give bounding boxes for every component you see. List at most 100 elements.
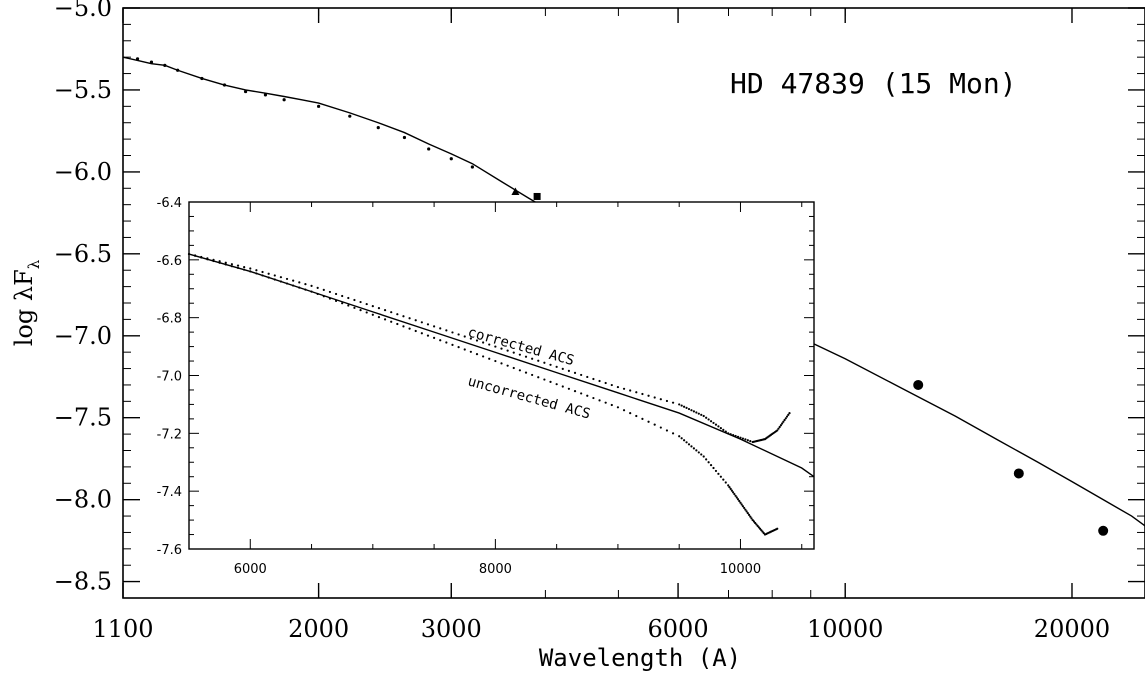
inset-corrected-acs-point	[420, 321, 423, 324]
inset-corrected-acs-point	[377, 307, 381, 310]
inset-uncorrected-acs-point	[736, 498, 740, 501]
inset-uncorrected-acs-point	[224, 263, 227, 266]
inset-corrected-acs-point	[236, 264, 240, 267]
main-uv-data-point	[149, 60, 154, 64]
inset-corrected-acs-point	[267, 272, 270, 275]
inset-corrected-acs-point	[224, 261, 227, 264]
inset-uncorrected-acs-point	[236, 266, 240, 270]
inset-uncorrected-acs-point	[743, 506, 746, 510]
inset-corrected-acs-point	[402, 315, 405, 318]
inset-x-tick-label: 8000	[479, 562, 512, 577]
inset-uncorrected-acs-point	[285, 282, 289, 285]
inset-uncorrected-acs-point	[732, 491, 735, 494]
inset-corrected-acs-point	[292, 279, 295, 282]
svg-text:log λFλ: log λFλ	[10, 259, 43, 346]
y-axis-label-main: log λF	[10, 269, 38, 346]
inset-uncorrected-acs-point	[728, 486, 731, 489]
inset-corrected-acs-point	[685, 406, 688, 409]
inset-uncorrected-acs-point	[218, 261, 221, 264]
inset-corrected-acs-point	[717, 425, 720, 428]
inset-uncorrected-acs-point	[494, 359, 497, 363]
inset-uncorrected-acs-point	[757, 526, 760, 529]
main-uv-data-point	[176, 68, 180, 72]
inset-uncorrected-acs-point	[735, 496, 738, 499]
inset-corrected-acs-point	[781, 422, 784, 425]
inset-uncorrected-acs-point	[717, 472, 720, 475]
inset-corrected-acs-point	[463, 335, 466, 338]
inset-uncorrected-acs-point	[690, 445, 693, 448]
inset-corrected-acs-point	[719, 427, 722, 430]
inset-corrected-acs-point	[359, 300, 362, 304]
inset-corrected-acs-point	[665, 399, 669, 403]
inset-corrected-acs-point	[778, 425, 781, 429]
inset-uncorrected-acs-point	[482, 355, 485, 358]
inset-uncorrected-acs-point	[353, 306, 356, 309]
main-uv-data-point	[427, 147, 431, 151]
inset-uncorrected-acs-point	[341, 302, 344, 305]
inset-tick-marks	[188, 201, 814, 550]
inset-corrected-acs-point	[500, 347, 503, 350]
inset-corrected-acs-point	[782, 420, 785, 423]
inset-corrected-acs-point	[445, 329, 448, 332]
inset-uncorrected-acs-point	[187, 252, 191, 256]
inset-corrected-acs-point	[543, 361, 546, 364]
inset-uncorrected-acs-point	[267, 276, 270, 279]
inset-uncorrected-acs-point	[709, 464, 713, 467]
main-uv-data-point	[376, 126, 380, 130]
inset-corrected-acs-point	[787, 413, 790, 416]
inset-corrected-acs-point	[682, 405, 686, 408]
inset-corrected-acs-point	[475, 339, 479, 342]
inset-corrected-acs-point	[365, 302, 368, 306]
inset-corrected-acs-point	[739, 436, 742, 439]
inset-uncorrected-acs-point	[488, 357, 491, 360]
main-triangle-marker	[511, 187, 520, 196]
inset-uncorrected-acs-point	[334, 299, 338, 302]
inset-corrected-acs-point	[700, 413, 703, 416]
inset-uncorrected-acs-point	[506, 364, 509, 367]
inset-corrected-acs-point	[537, 359, 540, 362]
inset-corrected-acs-point	[488, 343, 491, 346]
inset-corrected-acs-point	[690, 409, 693, 412]
main-y-tick-label: −7.0	[54, 322, 112, 350]
inset-corrected-acs-point	[316, 286, 319, 289]
inset-plot-frame	[188, 201, 815, 550]
main-x-tick-label: 1100	[92, 615, 153, 643]
inset-corrected-acs-point	[783, 418, 786, 422]
inset-uncorrected-acs-point	[705, 458, 708, 461]
main-uv-data-point	[402, 135, 407, 140]
inset-corrected-acs-point	[629, 389, 632, 392]
inset-corrected-acs-point	[697, 412, 700, 415]
inset-uncorrected-acs-point	[604, 401, 607, 404]
inset-uncorrected-acs-point	[212, 259, 215, 263]
inset-corrected-acs-point	[494, 345, 497, 348]
inset-uncorrected-acs-point	[194, 254, 197, 257]
inset-uncorrected-acs-point	[744, 508, 747, 511]
main-uv-data-point	[449, 157, 453, 161]
inset-uncorrected-acs-point	[724, 481, 727, 484]
inset-corrected-acs-point	[261, 270, 264, 274]
inset-uncorrected-acs-point	[730, 489, 733, 492]
inset-corrected-acs-point	[707, 418, 710, 421]
inset-corrected-acs-point	[714, 423, 718, 426]
inset-uncorrected-acs-point	[610, 403, 613, 407]
inset-corrected-acs-point	[746, 439, 749, 442]
inset-uncorrected-acs-point	[752, 520, 756, 523]
inset-uncorrected-acs-point	[316, 292, 319, 296]
inset-uncorrected-acs-point	[665, 429, 669, 432]
inset-uncorrected-acs-point	[622, 409, 626, 412]
inset-corrected-acs-point	[598, 379, 601, 383]
inset-uncorrected-acs-point	[734, 494, 737, 497]
inset-uncorrected-acs-point	[273, 278, 276, 281]
inset-uncorrected-acs-point	[371, 313, 374, 316]
inset-corrected-acs-point	[635, 391, 638, 394]
inset-uncorrected-acs-point	[359, 309, 362, 312]
inset-corrected-acs-point	[734, 434, 737, 438]
inset-uncorrected-acs-point	[702, 455, 705, 458]
inset-uncorrected-acs-point	[685, 441, 688, 444]
inset-uncorrected-acs-point	[756, 524, 759, 527]
inset-uncorrected-acs-point	[298, 286, 301, 289]
inset-uncorrected-acs-point	[580, 392, 583, 395]
inset-uncorrected-acs-point	[761, 530, 764, 533]
x-axis-label: Wavelength (A)	[539, 644, 741, 672]
